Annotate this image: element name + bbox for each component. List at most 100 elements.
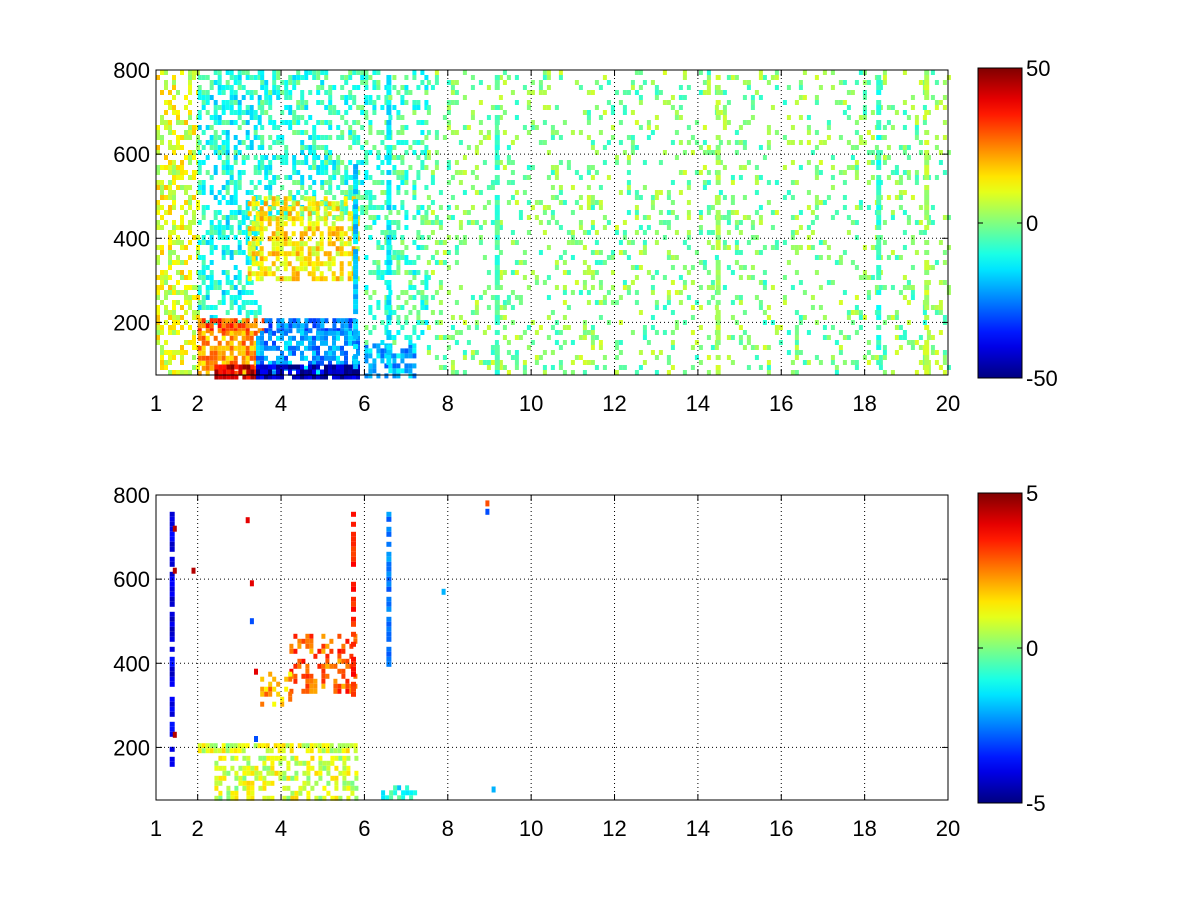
heatmap-cell — [554, 340, 559, 345]
heatmap-cell — [245, 130, 250, 135]
heatmap-cell — [188, 185, 192, 190]
heatmap-cell — [312, 155, 317, 160]
heatmap-cell — [396, 185, 401, 190]
heatmap-cell — [386, 120, 392, 125]
heatmap-cell — [715, 260, 721, 265]
heatmap-cell — [305, 633, 310, 639]
heatmap-cell — [906, 155, 911, 160]
heatmap-cell — [424, 90, 429, 95]
heatmap-cell — [546, 245, 551, 250]
heatmap-cell — [168, 370, 172, 375]
heatmap-cell — [470, 75, 475, 80]
heatmap-cell — [450, 325, 455, 330]
heatmap-cell — [221, 355, 226, 361]
heatmap-cell — [304, 145, 309, 150]
heatmap-cell — [222, 364, 227, 370]
heatmap-cell — [930, 350, 935, 355]
heatmap-cell — [288, 360, 292, 366]
heatmap-cell — [332, 369, 336, 375]
heatmap-cell — [192, 335, 196, 340]
heatmap-cell — [217, 210, 222, 215]
heatmap-cell — [426, 325, 431, 330]
heatmap-cell — [160, 225, 164, 230]
heatmap-cell — [405, 790, 410, 796]
heatmap-cell — [946, 245, 951, 250]
heatmap-cell — [754, 355, 759, 360]
heatmap-cell — [241, 230, 246, 235]
heatmap-cell — [335, 236, 340, 242]
heatmap-cell — [233, 265, 238, 270]
heatmap-cell — [344, 340, 348, 346]
heatmap-cell — [299, 241, 304, 247]
heatmap-cell — [255, 201, 260, 207]
heatmap-cell — [590, 340, 595, 345]
heatmap-cell — [283, 266, 288, 272]
heatmap-cell — [386, 295, 392, 300]
heatmap-cell — [386, 330, 392, 335]
heatmap-cell — [225, 155, 230, 160]
heatmap-cell — [590, 220, 595, 225]
heatmap-cell — [424, 185, 429, 190]
heatmap-cell — [333, 683, 338, 689]
heatmap-cell — [386, 571, 392, 577]
heatmap-point — [254, 736, 258, 742]
heatmap-cell — [388, 290, 393, 295]
heatmap-cell — [466, 325, 471, 330]
heatmap-cell — [934, 145, 939, 150]
heatmap-cell — [554, 330, 559, 335]
heatmap-cell — [558, 200, 563, 205]
heatmap-cell — [267, 206, 272, 212]
heatmap-cell — [400, 85, 405, 90]
heatmap-cell — [188, 370, 192, 375]
heatmap-cell — [237, 340, 242, 346]
heatmap-cell — [810, 295, 815, 300]
heatmap-cell — [257, 195, 262, 200]
heatmap-cell — [914, 250, 919, 255]
heatmap-cell — [715, 175, 721, 180]
heatmap-cell — [590, 250, 595, 255]
heatmap-cell — [412, 270, 417, 275]
x-tick-label: 6 — [358, 816, 370, 841]
heatmap-cell — [578, 175, 583, 180]
heatmap-cell — [247, 201, 252, 207]
heatmap-cell — [934, 260, 939, 265]
heatmap-cell — [416, 155, 421, 160]
heatmap-cell — [225, 250, 230, 255]
heatmap-cell — [245, 330, 250, 336]
heatmap-cell — [798, 280, 803, 285]
heatmap-cell — [233, 190, 238, 195]
heatmap-cell — [353, 259, 359, 265]
heatmap-cell — [586, 170, 591, 175]
heatmap-cell — [176, 145, 180, 150]
heatmap-cell — [514, 190, 519, 195]
heatmap-cell — [494, 130, 500, 135]
heatmap-cell — [328, 110, 333, 115]
heatmap-cell — [890, 105, 895, 110]
heatmap-cell — [324, 165, 329, 170]
heatmap-cell — [225, 330, 230, 336]
heatmap-cell — [291, 221, 296, 227]
heatmap-cell — [253, 125, 258, 130]
heatmap-cell — [550, 195, 555, 200]
heatmap-cell — [838, 255, 843, 260]
heatmap-cell — [338, 755, 343, 761]
heatmap-cell — [331, 206, 336, 212]
heatmap-cell — [386, 531, 392, 537]
heatmap-cell — [442, 135, 447, 140]
heatmap-cell — [494, 225, 500, 230]
heatmap-cell — [320, 70, 325, 75]
heatmap-cell — [506, 160, 511, 165]
heatmap-cell — [249, 105, 254, 110]
heatmap-cell — [331, 231, 336, 237]
heatmap-cell — [926, 220, 931, 225]
heatmap-cell — [353, 184, 359, 190]
heatmap-cell — [590, 275, 595, 280]
heatmap-cell — [164, 320, 168, 325]
heatmap-cell — [259, 251, 264, 257]
heatmap-cell — [646, 270, 651, 275]
heatmap-cell — [922, 310, 927, 315]
heatmap-cell — [237, 70, 242, 75]
heatmap-cell — [778, 325, 783, 330]
heatmap-cell — [586, 205, 591, 210]
heatmap-cell — [221, 100, 226, 105]
